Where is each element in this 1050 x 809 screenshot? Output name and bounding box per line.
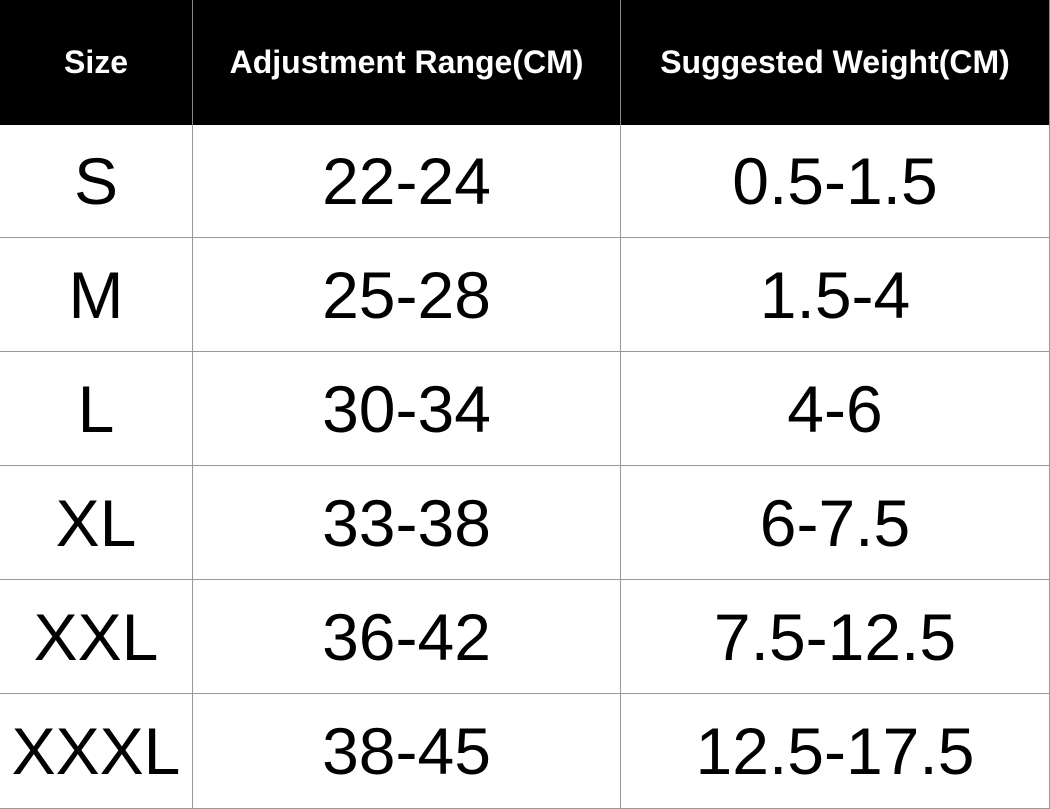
table-cell: 7.5-12.5 [621, 580, 1050, 694]
table-cell: 22-24 [193, 125, 621, 238]
table-cell: L [0, 352, 193, 466]
table-cell: 12.5-17.5 [621, 694, 1050, 809]
table-cell: 6-7.5 [621, 466, 1050, 580]
table-cell: XL [0, 466, 193, 580]
table-cell: 1.5-4 [621, 238, 1050, 352]
header-cell: Suggested Weight(CM) [621, 0, 1050, 125]
header-cell: Size [0, 0, 193, 125]
table-cell: 0.5-1.5 [621, 125, 1050, 238]
table-cell: 30-34 [193, 352, 621, 466]
header-cell: Adjustment Range(CM) [193, 0, 621, 125]
table-cell: S [0, 125, 193, 238]
table-cell: 33-38 [193, 466, 621, 580]
table-cell: XXL [0, 580, 193, 694]
table-cell: 36-42 [193, 580, 621, 694]
table-cell: XXXL [0, 694, 193, 809]
table-cell: 4-6 [621, 352, 1050, 466]
table-cell: M [0, 238, 193, 352]
table-cell: 25-28 [193, 238, 621, 352]
table-cell: 38-45 [193, 694, 621, 809]
